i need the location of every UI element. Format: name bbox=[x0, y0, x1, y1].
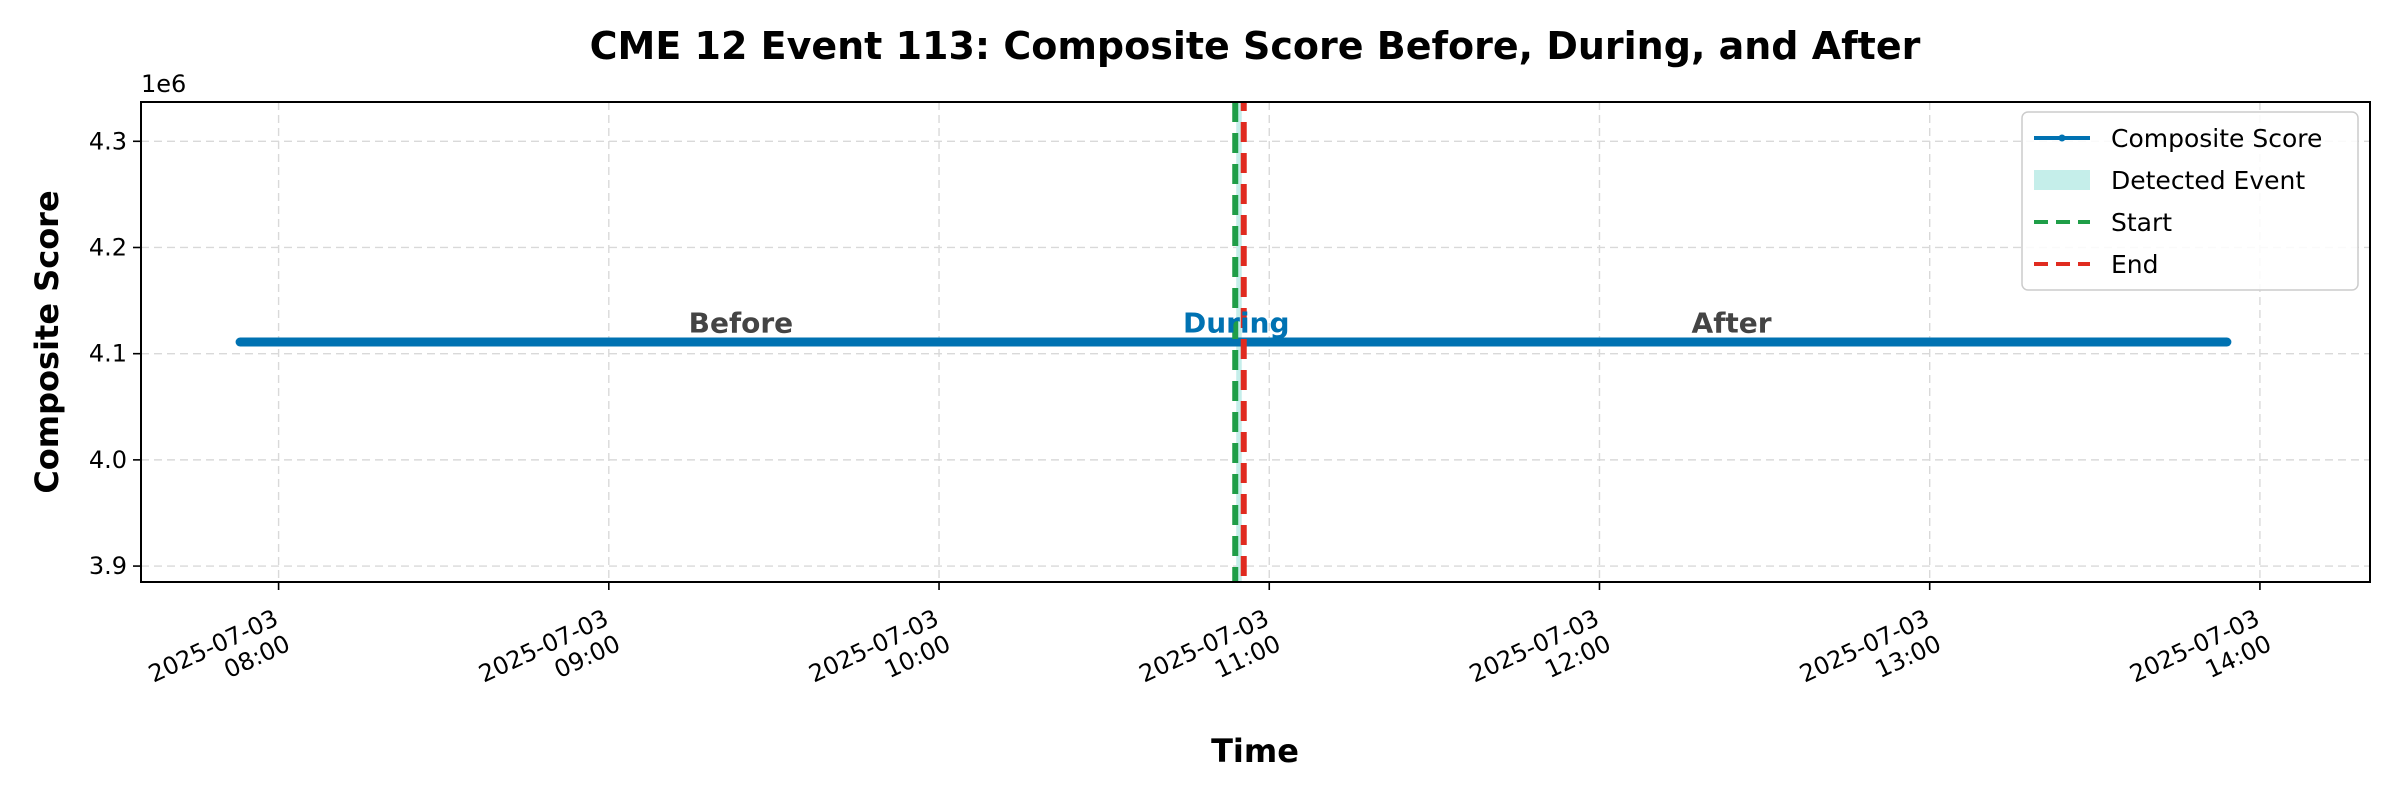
y-offset-label: 1e6 bbox=[141, 70, 186, 98]
plot-area-frame bbox=[140, 101, 2371, 583]
phase-label-during: During bbox=[1183, 307, 1290, 340]
vline-layer bbox=[1232, 102, 1247, 582]
annotation-layer: Before During After bbox=[689, 307, 1772, 340]
y-axis: 3.9 4.0 4.1 4.2 4.3 bbox=[89, 127, 141, 580]
legend-label-composite-score: Composite Score bbox=[2111, 124, 2322, 153]
y-tick-label: 4.0 bbox=[89, 446, 127, 474]
y-tick-label: 4.1 bbox=[89, 340, 127, 368]
phase-label-before: Before bbox=[689, 307, 794, 340]
legend-label-end: End bbox=[2111, 250, 2159, 279]
y-tick-label: 3.9 bbox=[89, 552, 127, 580]
legend-handle-detected-event bbox=[2034, 170, 2090, 190]
x-axis-title: Time bbox=[1211, 732, 1299, 770]
y-tick-label: 4.3 bbox=[89, 127, 127, 155]
legend-frame bbox=[2021, 111, 2359, 291]
legend: Composite Score Detected Event Start End bbox=[2021, 111, 2359, 291]
legend-marker-composite-score bbox=[2058, 134, 2066, 142]
chart-title: CME 12 Event 113: Composite Score Before… bbox=[590, 24, 1921, 68]
legend-label-detected-event: Detected Event bbox=[2111, 166, 2305, 195]
y-axis-title: Composite Score bbox=[28, 190, 66, 493]
y-tick-label: 4.2 bbox=[89, 233, 127, 261]
phase-label-after: After bbox=[1692, 307, 1772, 340]
legend-label-start: Start bbox=[2111, 208, 2172, 237]
